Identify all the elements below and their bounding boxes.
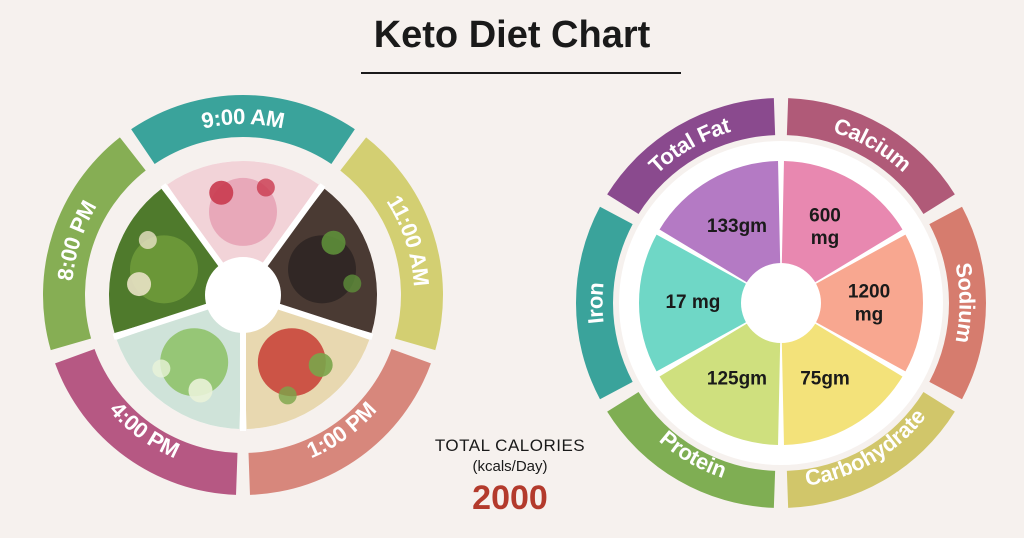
nutrient-pie-slice (781, 303, 903, 445)
nutrient-name-label: Sodium (950, 261, 979, 345)
nutrient-amount: 125gm (707, 368, 767, 389)
nutrient-pie-slice (781, 234, 923, 372)
nutrient-ring-segment (786, 392, 955, 508)
page-title: Keto Diet Chart (373, 14, 651, 56)
nutrient-amount: 17 mg (665, 292, 720, 313)
nutrient-pie-slice (659, 161, 781, 303)
nutrient-name-label: Iron (582, 281, 608, 325)
meal-time-segment (42, 137, 146, 351)
nutrient-ring-segment (929, 206, 986, 400)
nutrient-ring-segment (786, 98, 955, 214)
calories-value: 2000 (472, 479, 548, 517)
nutrient-ring-segment (607, 98, 776, 214)
nutrient-amount: 600 mg (809, 205, 841, 249)
meal-time-segment (55, 349, 238, 495)
calories-unit: (kcals/Day) (472, 458, 548, 475)
smoothie-photo (167, 161, 319, 295)
nutrient-pie-slice (781, 161, 903, 303)
title-underline (361, 72, 681, 74)
nutrient-hub (741, 263, 821, 343)
meal-time-segment (131, 94, 355, 165)
nutrient-ring-segment (576, 206, 633, 400)
meal-time-segment (340, 137, 443, 351)
meal-time-label: 9:00 AM (199, 104, 286, 134)
nutrient-amount: 75gm (800, 368, 850, 389)
total-calories-block: TOTAL CALORIES (kcals/Day) 2000 (400, 436, 620, 518)
salad-photo (243, 295, 370, 429)
total-calories-label: TOTAL CALORIES (434, 436, 586, 455)
wheel-hub (205, 257, 281, 333)
nutrient-amount: 1200 mg (848, 282, 890, 326)
nutrient-amount: 133gm (707, 216, 767, 237)
meal-time-segment (248, 349, 431, 495)
nutrient-pie-slice (659, 303, 781, 445)
cucumber-photo (116, 295, 243, 429)
nutrient-ring-segment (607, 392, 776, 508)
nutrient-pie-slice (638, 234, 781, 372)
